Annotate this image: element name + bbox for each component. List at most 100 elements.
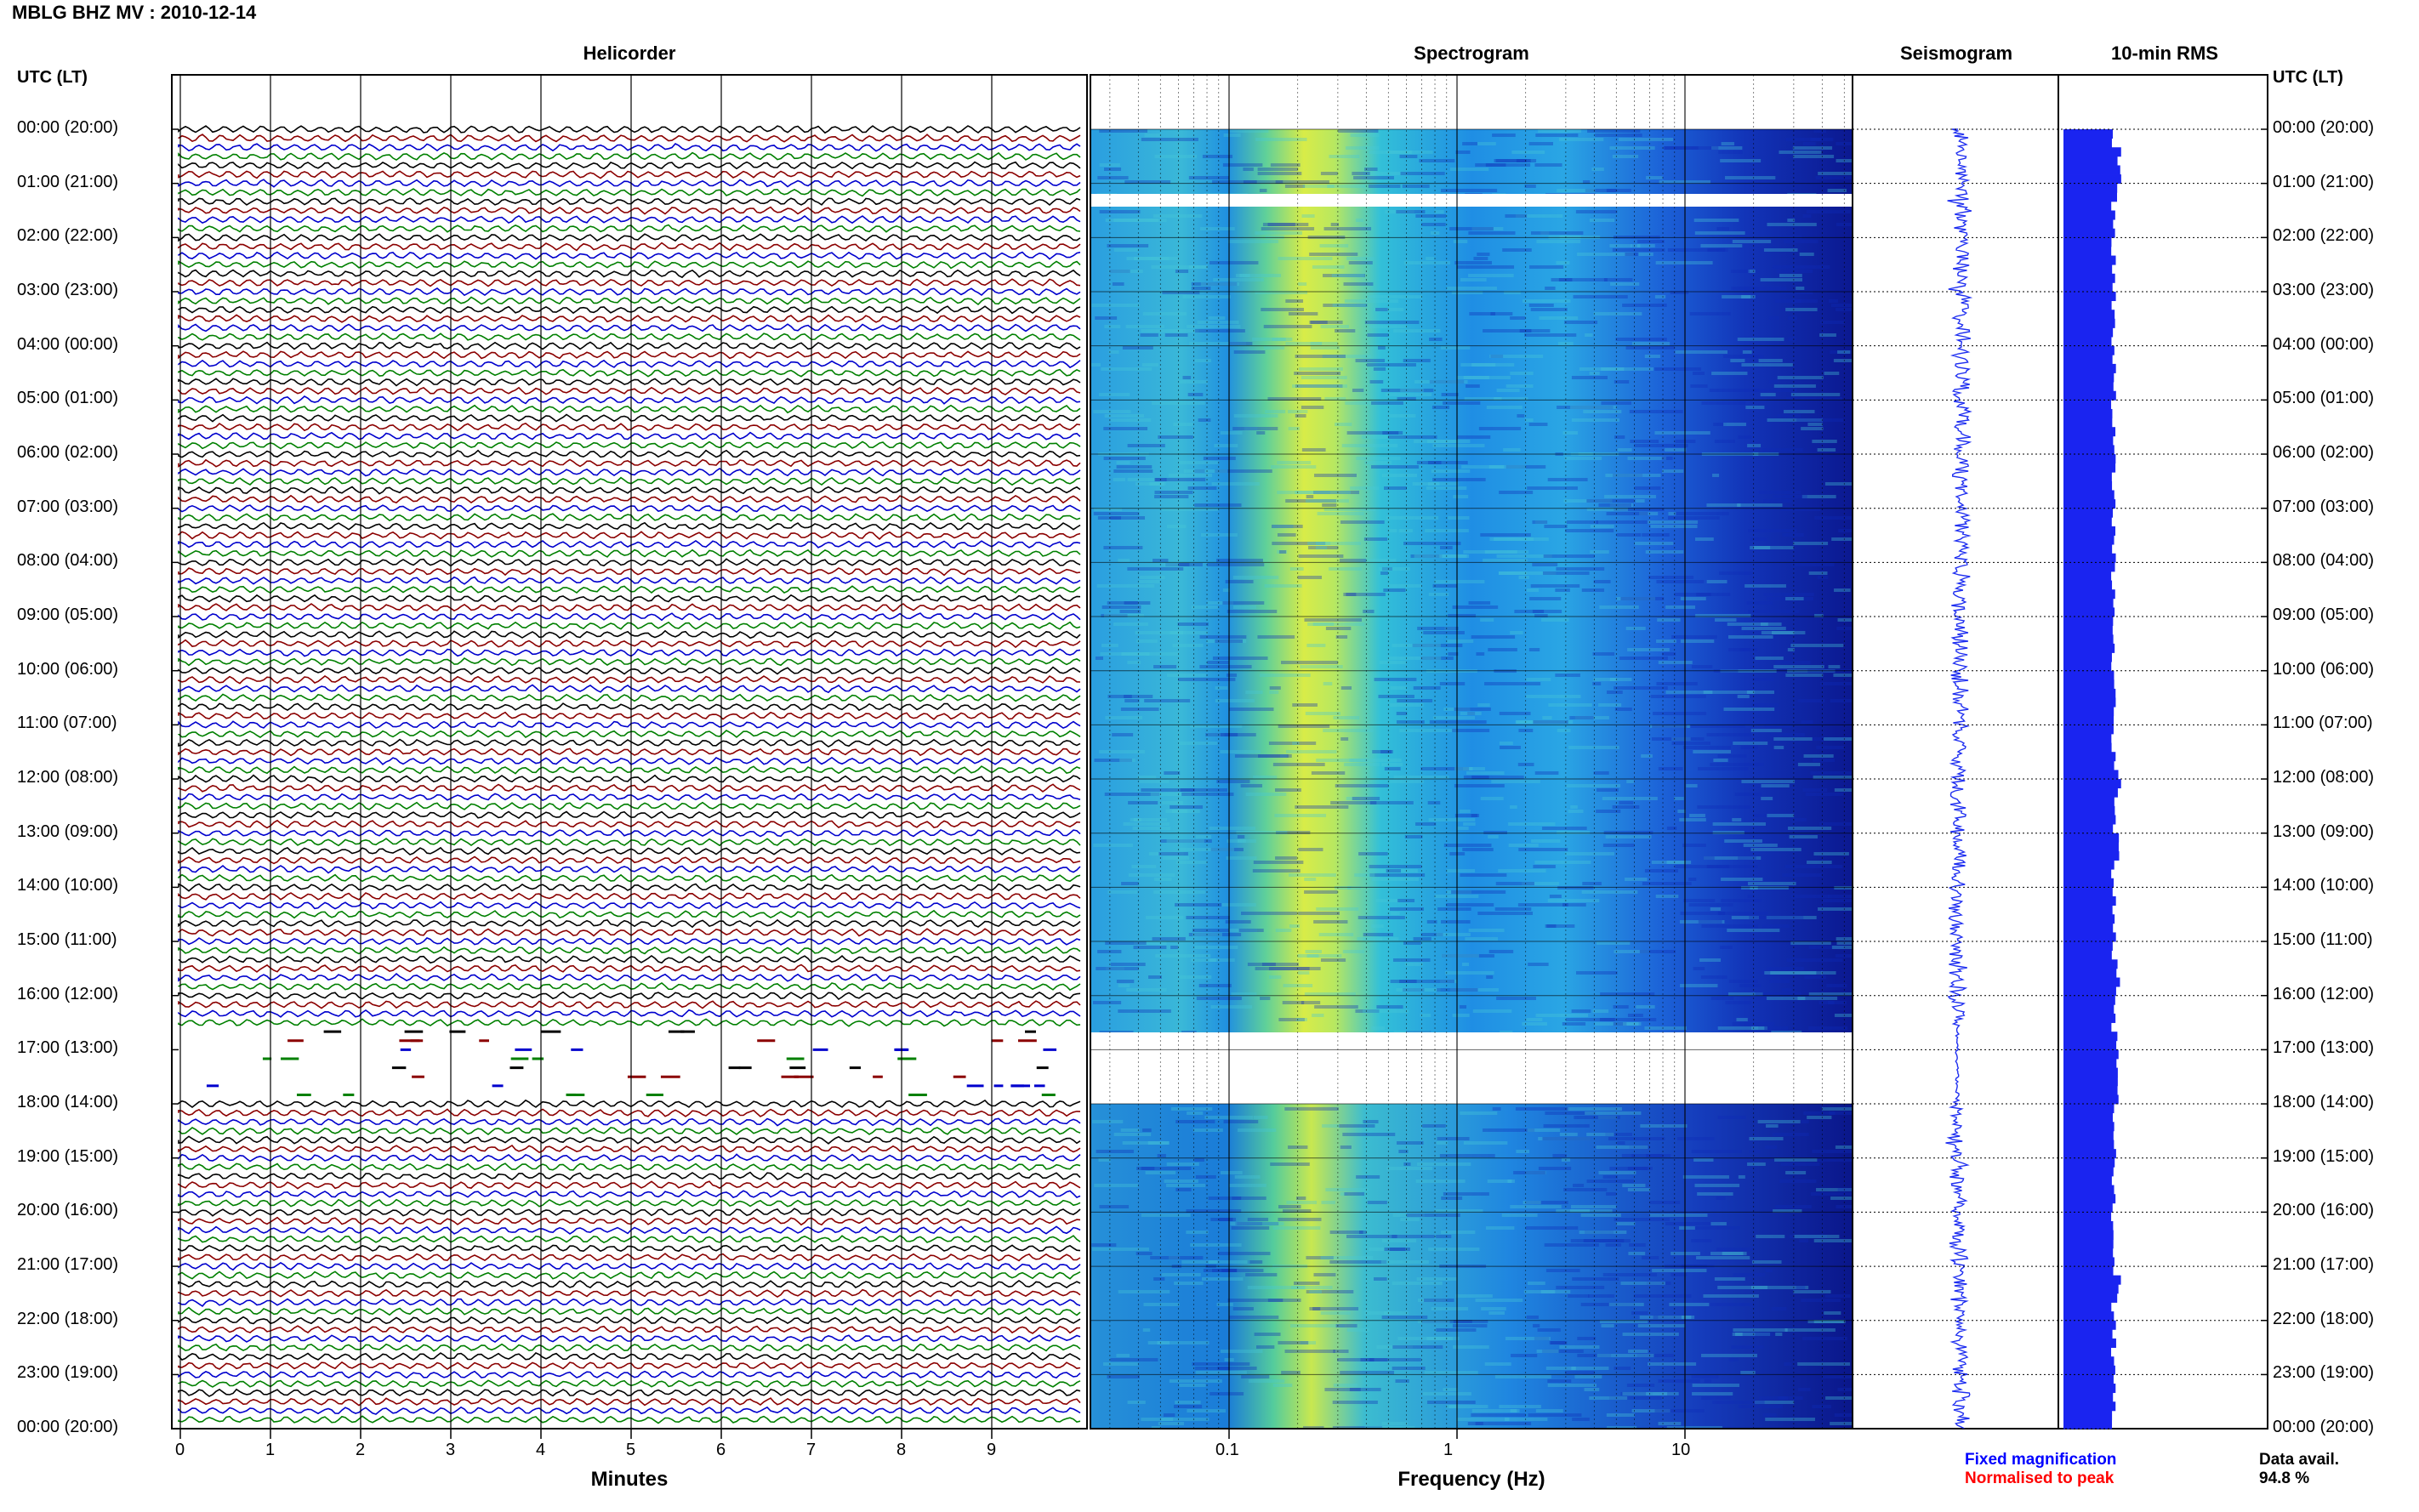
spectrogram-streak [1550, 1341, 1568, 1344]
spectrogram-streak [1760, 278, 1803, 281]
rms-bar [2063, 292, 2116, 302]
spectrogram-streak [1198, 418, 1211, 422]
minute-tick-label: 9 [987, 1441, 997, 1459]
spectrogram-streak [1652, 725, 1688, 728]
spectrogram-streak [1614, 686, 1668, 690]
spectrogram-streak [1555, 588, 1570, 592]
spectrogram-streak [1186, 1209, 1242, 1213]
spectrogram-streak [1741, 886, 1789, 890]
spectrogram-streak [1796, 287, 1805, 290]
spectrogram-streak [1694, 231, 1745, 235]
spectrogram-streak [1502, 248, 1532, 252]
helicorder-trace [178, 341, 1081, 350]
spectrogram-streak [1498, 869, 1546, 873]
spectrogram-streak [1566, 784, 1621, 787]
spectrogram-streak [1797, 997, 1838, 1000]
spectrogram-streak [1301, 376, 1347, 379]
spectrogram-streak [1691, 1150, 1742, 1153]
spectrogram-streak [1369, 1248, 1386, 1251]
spectrogram-streak [1514, 610, 1545, 613]
spectrogram-streak [1124, 699, 1140, 702]
spectrogram-streak [1516, 720, 1567, 724]
spectrogram-streak [1187, 1409, 1227, 1413]
spectrogram-streak [1427, 801, 1441, 804]
spectrogram-streak [1339, 559, 1367, 562]
spectrogram-streak [1137, 776, 1157, 779]
spectrogram-streak [1510, 372, 1534, 375]
spectrogram-streak [1807, 1320, 1846, 1323]
helicorder-trace [178, 431, 1081, 441]
spectrogram-streak [1564, 852, 1614, 855]
spectrogram-streak [1237, 835, 1245, 838]
helicorder-trace [178, 161, 1081, 170]
spectrogram-gridlines [1109, 75, 1845, 1429]
helicorder-trace [178, 864, 1081, 874]
spectrogram-streak [1212, 657, 1268, 660]
spectrogram-streak [1234, 1175, 1261, 1179]
spectrogram-streak [1569, 716, 1594, 719]
spectrogram-streak [1331, 274, 1364, 277]
spectrogram-streak [1549, 895, 1562, 898]
spectrogram-streak [1375, 308, 1388, 311]
spectrogram-streak [1101, 605, 1141, 609]
spectrogram-streak [1532, 610, 1562, 613]
spectrogram-streak [1503, 448, 1521, 452]
spectrogram-streak [1654, 1409, 1705, 1413]
spectrogram-streak [1688, 903, 1733, 907]
spectrogram-streak [1657, 618, 1681, 622]
spectrogram-streak [1710, 907, 1722, 911]
spectrogram-streak [1747, 1162, 1766, 1166]
spectrogram-streak [1322, 1124, 1340, 1128]
spectrogram-streak [1329, 1260, 1387, 1264]
rms-bar [2063, 390, 2116, 401]
spectrogram-streak [1522, 299, 1571, 303]
spectrogram-streak [1789, 1235, 1827, 1238]
spectrogram-streak [1818, 172, 1864, 175]
spectrogram-streak [1475, 163, 1506, 167]
spectrogram-streak [1803, 1111, 1836, 1115]
spectrogram-streak [1170, 805, 1204, 809]
spectrogram-streak [1739, 648, 1750, 651]
spectrogram-streak [1563, 499, 1613, 503]
spectrogram-streak [1392, 1367, 1426, 1370]
spectrogram-streak [1369, 151, 1412, 154]
spectrogram-streak [1424, 1371, 1478, 1374]
spectrogram-streak [1094, 508, 1123, 511]
spectrogram-streak [1609, 678, 1632, 681]
spectrogram-streak [1392, 1282, 1443, 1285]
spectrogram-streak [1123, 822, 1170, 826]
spectrogram-streak [1122, 346, 1153, 350]
spectrogram-streak [1311, 771, 1346, 775]
spectrogram-streak [1110, 418, 1152, 422]
spectrogram-streak [1179, 975, 1212, 979]
spectrogram-streak [1284, 1107, 1339, 1111]
spectrogram-streak [1818, 907, 1853, 911]
spectrogram-streak [1649, 1214, 1708, 1217]
rms-bar [2063, 273, 2115, 283]
rms-bar [2063, 914, 2115, 924]
spectrogram-streak [1397, 1141, 1424, 1145]
helicorder-trace [178, 774, 1081, 784]
spectrogram-streak [1166, 839, 1204, 843]
spectrogram-streak [1488, 835, 1499, 838]
spectrogram-streak [1144, 699, 1191, 702]
spectrogram-streak [1278, 1205, 1301, 1208]
spectrogram-streak [1716, 227, 1730, 230]
spectrogram-streak [1743, 844, 1778, 847]
spectrogram-streak [1536, 240, 1581, 243]
spectrogram-streak [1492, 134, 1516, 137]
rms-bar [2063, 932, 2116, 942]
rms-bar [2063, 1302, 2112, 1312]
spectrogram-streak [1496, 997, 1536, 1000]
spectrogram-streak [1710, 1303, 1756, 1306]
legend-fixed-magnification: Fixed magnification [1965, 1451, 2117, 1469]
spectrogram-streak [1223, 134, 1241, 137]
spectrogram-streak [1603, 278, 1633, 281]
spectrogram-streak [1779, 1179, 1817, 1183]
spectrogram-streak [1791, 563, 1835, 566]
spectrogram-streak [1830, 1197, 1856, 1200]
spectrogram-streak [1200, 227, 1235, 230]
spectrogram-streak [1245, 1273, 1278, 1276]
spectrogram-streak [1363, 1311, 1391, 1315]
spectrogram-streak [1098, 1158, 1111, 1162]
